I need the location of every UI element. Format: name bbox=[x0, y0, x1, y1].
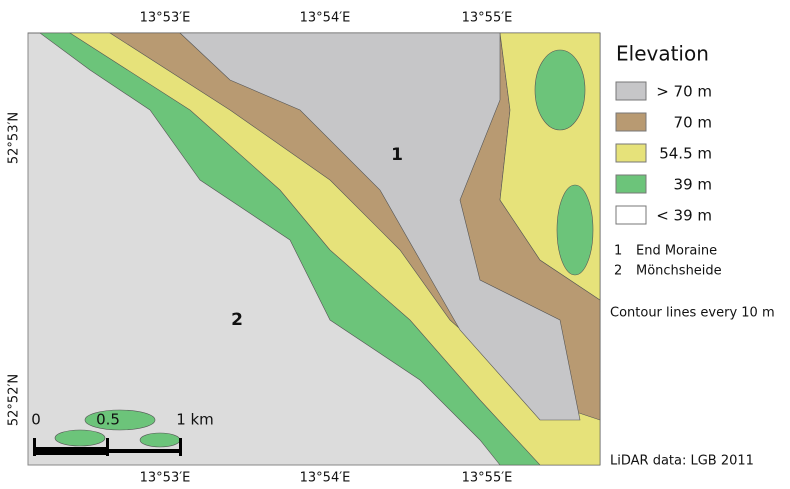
patch bbox=[557, 185, 593, 275]
lon-label: 13°55′E bbox=[462, 11, 513, 26]
patch bbox=[55, 430, 105, 446]
lon-label: 13°53′E bbox=[140, 471, 191, 486]
scale-tick bbox=[33, 438, 36, 456]
legend-label: > 70 m bbox=[656, 83, 712, 101]
feature-note: 2 bbox=[614, 264, 622, 279]
scale-segment bbox=[107, 449, 182, 453]
lon-label: 13°54′E bbox=[300, 471, 351, 486]
scale-segment bbox=[33, 447, 107, 455]
map: 1 2 0 0.5 1 km bbox=[28, 33, 600, 465]
scale-label: 0.5 bbox=[96, 411, 120, 429]
source-note: LiDAR data: LGB 2011 bbox=[610, 454, 754, 469]
legend-label: 39 m bbox=[674, 176, 712, 194]
legend-label: 54.5 m bbox=[659, 145, 712, 163]
map-figure: 1 2 0 0.5 1 km 13°53′E 13°54′E 13°55′E 1… bbox=[0, 0, 790, 489]
legend-swatch bbox=[616, 113, 646, 131]
patch bbox=[535, 50, 585, 130]
lat-label: 52°53′N bbox=[7, 112, 22, 164]
legend-swatch bbox=[616, 82, 646, 100]
feature-note: End Moraine bbox=[636, 244, 717, 259]
feature-note: 1 bbox=[614, 244, 622, 259]
marker: 1 bbox=[391, 145, 403, 165]
legend-label: 70 m bbox=[674, 114, 712, 132]
marker: 2 bbox=[231, 310, 243, 330]
lon-label: 13°53′E bbox=[140, 11, 191, 26]
legend: Elevation > 70 m 70 m 54.5 m 39 m < 39 m bbox=[616, 42, 712, 225]
feature-note: Mönchsheide bbox=[636, 264, 722, 279]
lon-label: 13°54′E bbox=[300, 11, 351, 26]
scale-tick bbox=[106, 438, 109, 456]
legend-swatch bbox=[616, 144, 646, 162]
lat-label: 52°52′N bbox=[7, 374, 22, 426]
lon-label: 13°55′E bbox=[462, 471, 513, 486]
legend-swatch bbox=[616, 206, 646, 224]
scale-label: 0 bbox=[31, 411, 41, 429]
legend-swatch bbox=[616, 175, 646, 193]
legend-title: Elevation bbox=[616, 42, 709, 66]
legend-label: < 39 m bbox=[656, 207, 712, 225]
scale-label: 1 km bbox=[176, 411, 214, 429]
scale-tick bbox=[179, 438, 182, 456]
contour-note: Contour lines every 10 m bbox=[610, 306, 775, 321]
patch bbox=[140, 433, 180, 447]
